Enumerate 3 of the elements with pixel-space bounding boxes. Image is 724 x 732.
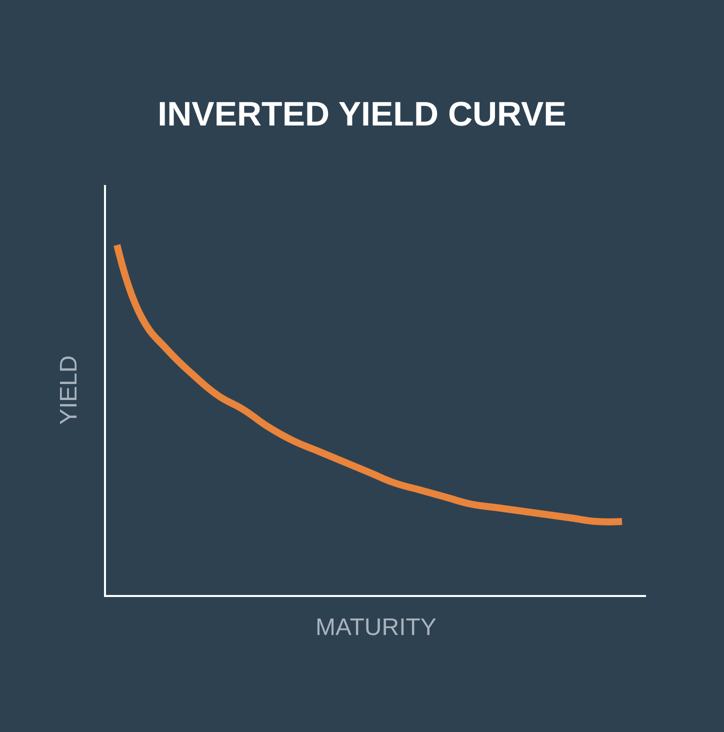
chart-title: INVERTED YIELD CURVE <box>158 95 566 134</box>
x-axis-title: MATURITY <box>316 614 436 641</box>
y-axis-title: YIELD <box>56 355 83 425</box>
